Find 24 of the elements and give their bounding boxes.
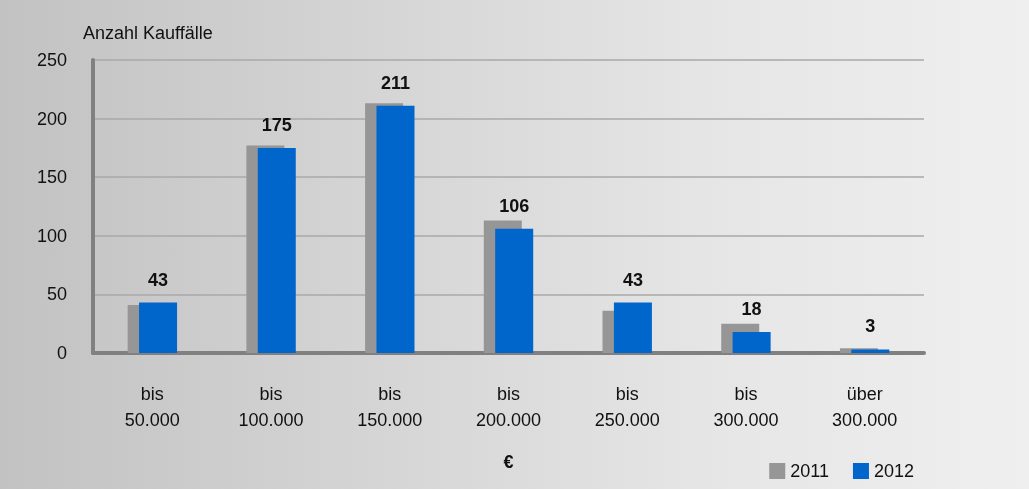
x-tick-label: bis 50.000 bbox=[124, 384, 180, 430]
y-tick-label: 250 bbox=[36, 50, 67, 70]
data-label: 43 bbox=[622, 269, 643, 290]
x-tick-label: bis 100.000 bbox=[238, 384, 304, 430]
y-tick-label: 200 bbox=[36, 108, 67, 129]
x-tick-label: bis 200.000 bbox=[475, 384, 542, 430]
x-tick-label: über 300.000 bbox=[832, 384, 898, 430]
y-tick-label: 50 bbox=[46, 284, 67, 305]
data-label: 211 bbox=[380, 72, 411, 93]
legend-label: 2012 bbox=[873, 461, 914, 481]
data-label: 43 bbox=[148, 269, 169, 290]
y-tick-label: 100 bbox=[36, 225, 67, 246]
y-tick-label: 0 bbox=[56, 343, 67, 363]
data-label: 175 bbox=[261, 114, 292, 135]
data-label: 106 bbox=[499, 195, 530, 216]
data-label: 18 bbox=[741, 298, 762, 319]
y-axis-title: Anzahl Kauffälle bbox=[83, 23, 213, 43]
x-tick-label: bis 300.000 bbox=[713, 384, 779, 430]
x-axis-title: € bbox=[503, 452, 514, 472]
x-tick-label: bis 150.000 bbox=[357, 384, 423, 430]
x-tick-label: bis 250.000 bbox=[594, 384, 660, 430]
legend-label: 2011 bbox=[790, 461, 829, 481]
y-tick-label: 150 bbox=[36, 167, 67, 188]
data-label: 3 bbox=[865, 316, 876, 337]
